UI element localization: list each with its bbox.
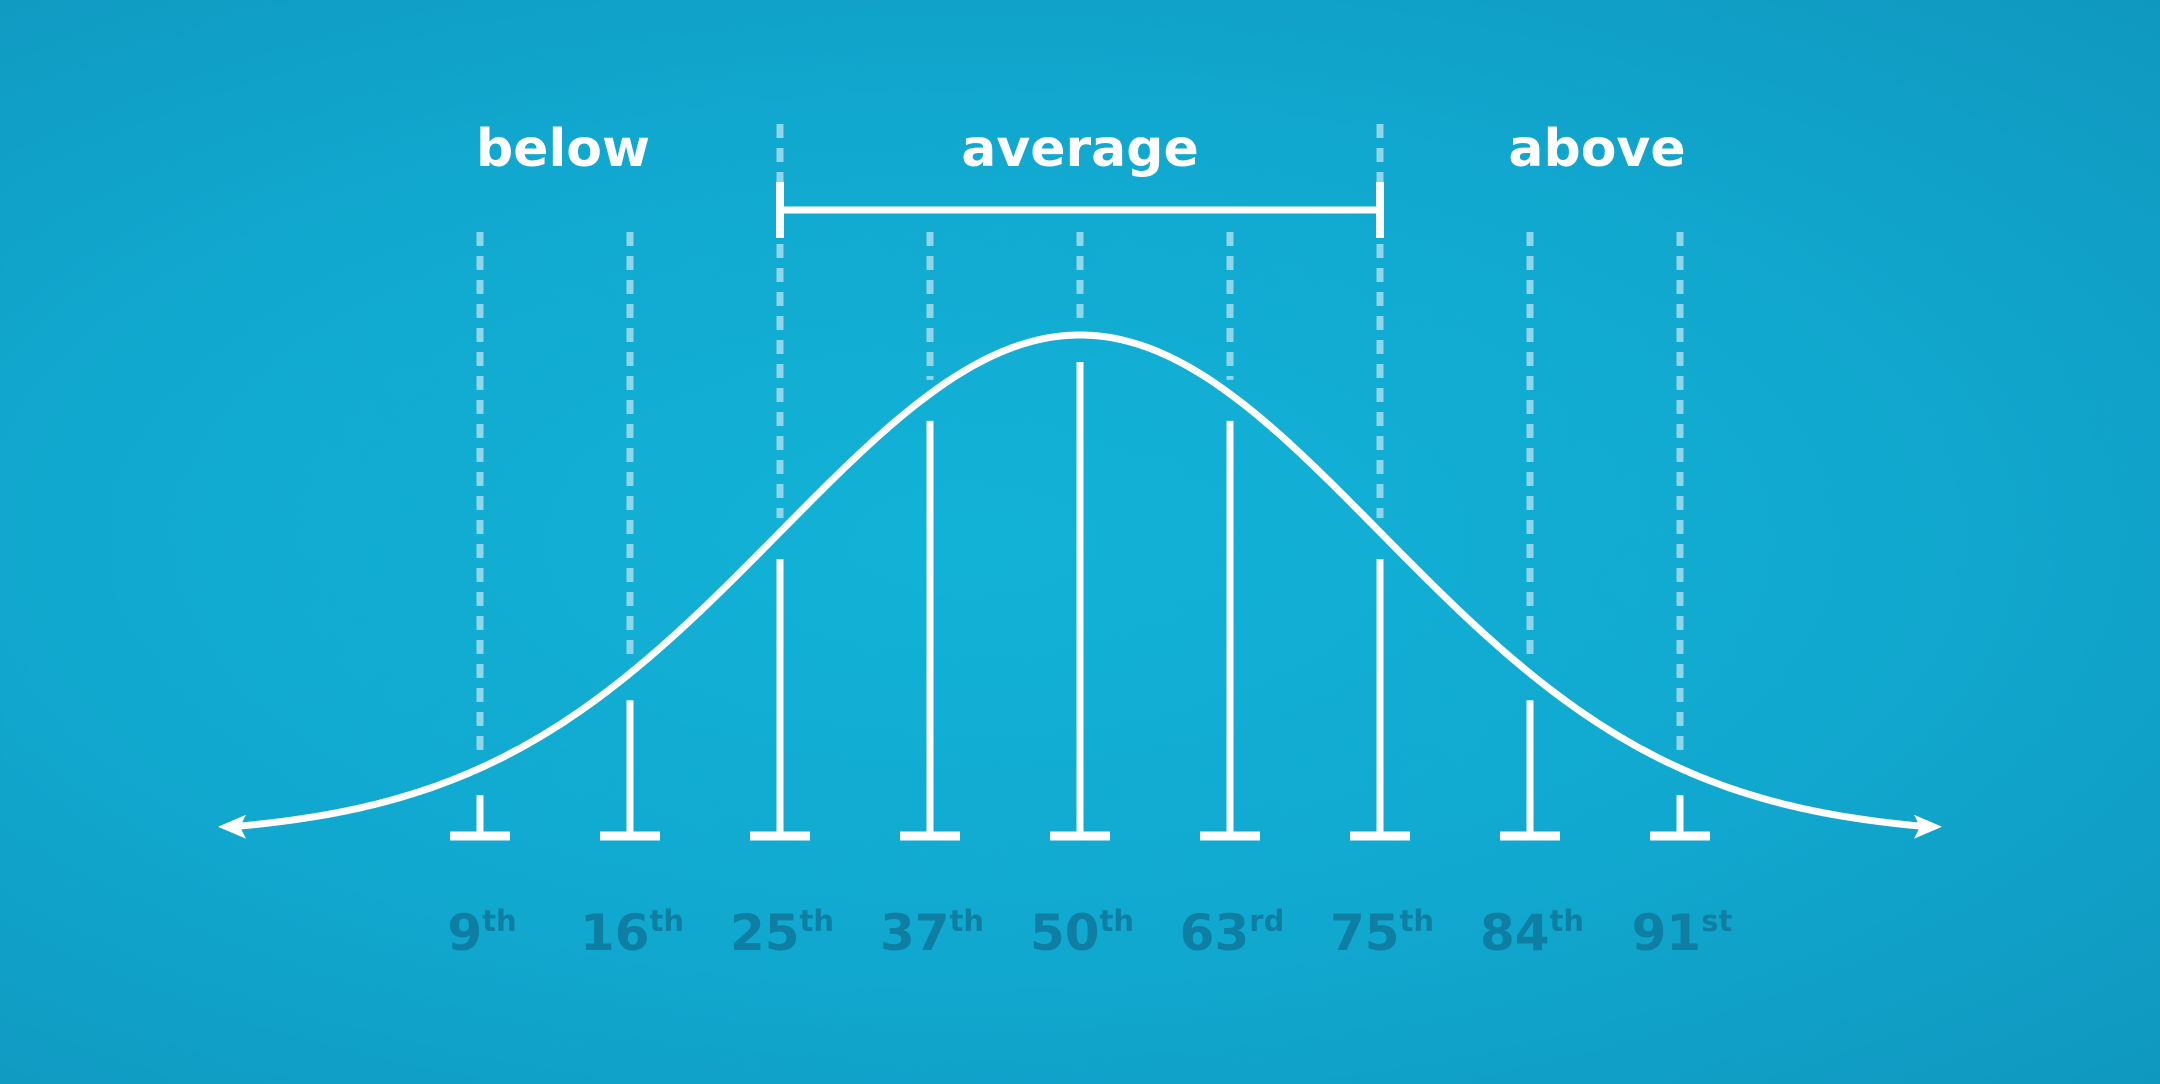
percentile-suffix: rd: [1249, 904, 1284, 938]
percentile-bars: [476, 362, 1684, 836]
percentile-number: 75: [1330, 904, 1400, 962]
percentile-number: 9: [447, 904, 482, 962]
percentile-suffix: th: [1550, 904, 1585, 938]
percentile-label: 91st: [1632, 904, 1733, 962]
left-arrowhead: [218, 814, 246, 839]
percentile-number: 25: [730, 904, 800, 962]
percentile-label: 84th: [1480, 904, 1584, 962]
above-label: above: [1508, 119, 1685, 179]
percentile-number: 16: [580, 904, 650, 962]
percentile-number: 84: [1480, 904, 1550, 962]
percentile-label: 25th: [730, 904, 834, 962]
percentile-label: 37th: [880, 904, 984, 962]
percentile-label: 9th: [447, 904, 516, 962]
percentile-number: 63: [1180, 904, 1250, 962]
percentile-labels: 9th 16th 25th 37th 50th 63rd 75th 84th 91st: [447, 904, 1732, 962]
percentile-number: 37: [880, 904, 950, 962]
bell-curve-line: [228, 331, 1932, 831]
percentile-suffix: th: [650, 904, 685, 938]
percentile-label: 75th: [1330, 904, 1434, 962]
percentile-number: 91: [1632, 904, 1702, 962]
percentile-suffix: st: [1701, 904, 1732, 938]
percentile-suffix: th: [950, 904, 985, 938]
right-arrowhead: [1914, 814, 1942, 839]
dashed-guide-lines: [476, 124, 1684, 755]
percentile-suffix: th: [1400, 904, 1435, 938]
average-label: average: [961, 119, 1198, 179]
average-range-bracket: [776, 182, 1384, 238]
percentile-suffix: th: [482, 904, 517, 938]
percentile-label: 16th: [580, 904, 684, 962]
percentile-number: 50: [1030, 904, 1100, 962]
below-label: below: [476, 119, 650, 179]
percentile-suffix: th: [1100, 904, 1135, 938]
percentile-label: 50th: [1030, 904, 1134, 962]
percentile-label: 63rd: [1180, 904, 1285, 962]
percentile-suffix: th: [800, 904, 835, 938]
